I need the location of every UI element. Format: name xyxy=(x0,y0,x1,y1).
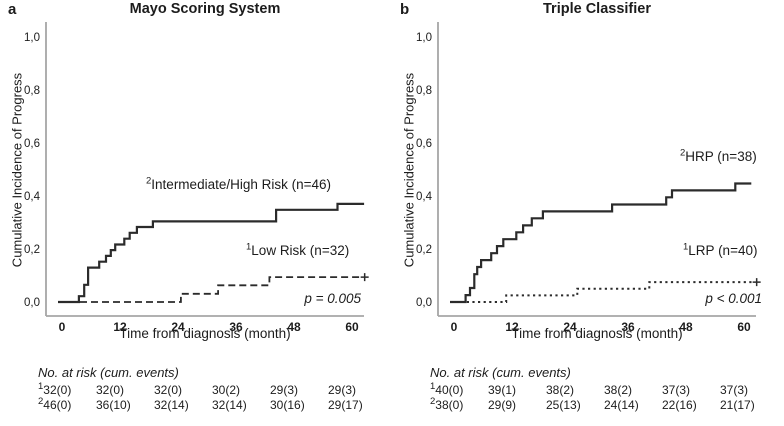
risk-cell: 238(0) xyxy=(430,396,464,412)
x-tick-label: 36 xyxy=(229,320,243,334)
legend-intermediate-high-risk: 2Intermediate/High Risk (n=46) xyxy=(146,175,332,192)
risk-cell: 30(2) xyxy=(212,383,241,397)
legend-low-risk: 1Low Risk (n=32) xyxy=(246,241,350,258)
censor-plus-marker xyxy=(360,273,369,282)
panel-b-letter: b xyxy=(400,1,410,18)
panel-b: b Triple Classifier Cumulative Incidence… xyxy=(392,0,784,426)
legend-superscript: 1 xyxy=(683,241,689,253)
risk-cell: 132(0) xyxy=(38,381,72,397)
y-tick-label: 0,8 xyxy=(24,85,40,97)
risk-table-row: 140(0) 39(1) 38(2) 38(2) 37(3) 37(3) xyxy=(430,381,780,398)
y-tick-label: 0,2 xyxy=(416,244,432,256)
x-tick-label: 12 xyxy=(113,320,127,334)
x-tick-label: 12 xyxy=(505,320,519,334)
y-tick-label: 1,0 xyxy=(416,32,432,44)
cumulative-incidence-plot-a: 0,00,20,40,60,81,00 12 24 36 48 60 xyxy=(24,22,369,334)
risk-table-row: 246(0) 36(10) 32(14) 32(14) 30(16) 29(17) xyxy=(38,396,388,413)
y-tick-label: 0,8 xyxy=(416,85,432,97)
risk-cell: 29(9) xyxy=(488,398,517,412)
risk-cell: 37(3) xyxy=(662,383,691,397)
x-tick-label: 24 xyxy=(563,320,577,334)
series-line-solid xyxy=(58,202,365,304)
risk-cell: 29(3) xyxy=(270,383,299,397)
risk-cell: 38(2) xyxy=(604,383,633,397)
risk-cell: 38(2) xyxy=(546,383,575,397)
censor-plus-marker xyxy=(752,278,761,287)
x-tick-label: 60 xyxy=(345,320,359,334)
y-tick-label: 0,0 xyxy=(24,297,40,309)
y-tick-label: 1,0 xyxy=(24,32,40,44)
x-tick-label: 48 xyxy=(287,320,301,334)
risk-row-superscript: 2 xyxy=(430,396,436,407)
legend-label: LRP (n=40) xyxy=(688,243,758,258)
y-tick-label: 0,4 xyxy=(24,191,41,203)
risk-cell: 32(14) xyxy=(212,398,247,412)
panel-b-title: Triple Classifier xyxy=(543,1,651,17)
risk-cell: 32(0) xyxy=(154,383,183,397)
risk-cell: 140(0) xyxy=(430,381,464,397)
panel-a-letter: a xyxy=(8,1,17,18)
risk-table-rows-b: 140(0) 39(1) 38(2) 38(2) 37(3) 37(3) 238(0) 29(… xyxy=(430,381,780,413)
risk-row-superscript: 1 xyxy=(430,381,436,392)
x-tick-label: 48 xyxy=(679,320,693,334)
risk-cell: 36(10) xyxy=(96,398,131,412)
x-tick-label: 36 xyxy=(621,320,635,334)
legend-label: HRP (n=38) xyxy=(685,149,757,164)
panel-a-title: Mayo Scoring System xyxy=(129,1,281,17)
legend-label: Intermediate/High Risk (n=46) xyxy=(151,177,332,192)
risk-table-row: 132(0) 32(0) 32(0) 30(2) 29(3) 29(3) xyxy=(38,381,388,398)
x-tick-label: 0 xyxy=(59,320,66,334)
risk-cell: 37(3) xyxy=(720,383,749,397)
risk-cell: 29(17) xyxy=(328,398,363,412)
x-axis-label-b: Time from diagnosis (month) xyxy=(511,326,683,341)
risk-table-rows-a: 132(0) 32(0) 32(0) 30(2) 29(3) 29(3) 246(0) 36(… xyxy=(38,381,388,413)
y-tick-label: 0,0 xyxy=(416,297,432,309)
risk-cell: 30(16) xyxy=(270,398,305,412)
risk-cell: 32(14) xyxy=(154,398,189,412)
legend-hrp: 2HRP (n=38) xyxy=(680,147,757,164)
x-tick-label: 0 xyxy=(451,320,458,334)
risk-cell: 32(0) xyxy=(96,383,125,397)
legend-superscript: 2 xyxy=(146,175,152,187)
p-value-a: p = 0.005 xyxy=(304,291,361,306)
risk-cell: 246(0) xyxy=(38,396,72,412)
panel-a: a Mayo Scoring System Cumulative Inciden… xyxy=(8,1,388,413)
risk-table-b: No. at risk (cum. events) 140(0) 39(1) 38(… xyxy=(430,365,780,413)
risk-cell: 21(17) xyxy=(720,398,755,412)
y-tick-label: 0,6 xyxy=(24,138,40,150)
risk-cell: 24(14) xyxy=(604,398,639,412)
x-axis-label-a: Time from diagnosis (month) xyxy=(119,326,291,341)
y-tick-label: 0,4 xyxy=(416,191,433,203)
risk-row-superscript: 2 xyxy=(38,396,44,407)
risk-cell: 25(13) xyxy=(546,398,581,412)
risk-table-title-a: No. at risk (cum. events) xyxy=(38,365,179,380)
legend-superscript: 2 xyxy=(680,147,686,159)
cumulative-incidence-plot-b: 0,00,20,40,60,81,00 12 24 36 48 60 xyxy=(416,22,761,334)
series-line-dashed xyxy=(58,276,362,303)
p-value-b: p < 0.001 xyxy=(705,291,762,306)
risk-row-superscript: 1 xyxy=(38,381,44,392)
series-line-solid xyxy=(450,182,752,304)
y-tick-label: 0,2 xyxy=(24,244,40,256)
x-tick-label: 24 xyxy=(171,320,185,334)
y-tick-label: 0,6 xyxy=(416,138,432,150)
risk-cell: 39(1) xyxy=(488,383,517,397)
legend-label: Low Risk (n=32) xyxy=(251,243,350,258)
risk-table-a: No. at risk (cum. events) 132(0) 32(0) 32(… xyxy=(38,365,388,413)
risk-table-row: 238(0) 29(9) 25(13) 24(14) 22(16) 21(17) xyxy=(430,396,780,413)
legend-superscript: 1 xyxy=(246,241,252,253)
risk-cell: 22(16) xyxy=(662,398,697,412)
x-tick-label: 60 xyxy=(737,320,751,334)
risk-table-title-b: No. at risk (cum. events) xyxy=(430,365,571,380)
risk-cell: 29(3) xyxy=(328,383,357,397)
legend-lrp: 1LRP (n=40) xyxy=(683,241,758,258)
